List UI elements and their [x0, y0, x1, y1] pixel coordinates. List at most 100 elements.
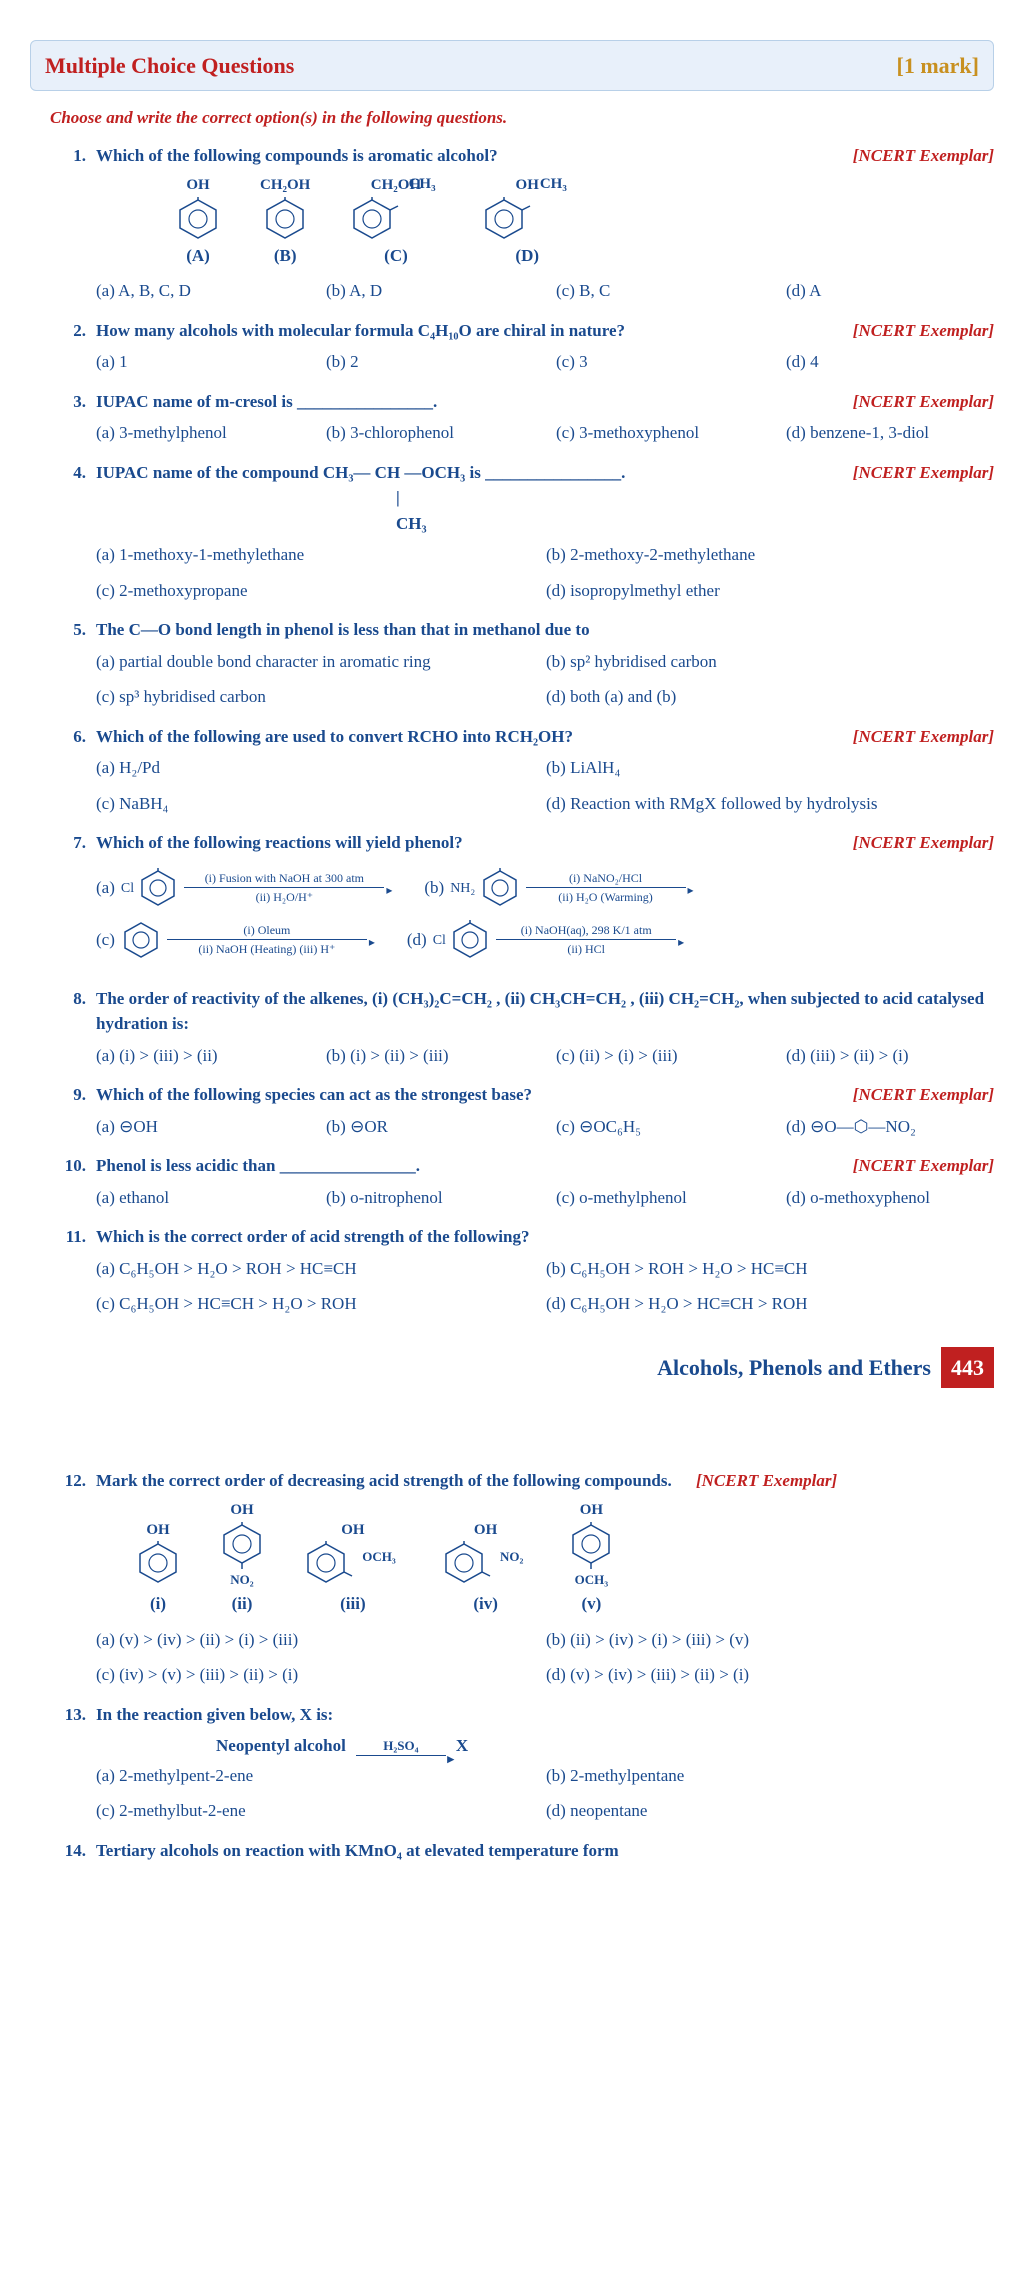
question-stem: Tertiary alcohols on reaction with KMnO₄…	[96, 1838, 994, 1864]
question-6: 6. [NCERT Exemplar] Which of the followi…	[30, 724, 994, 817]
option-d: (d) 4	[786, 349, 986, 375]
option-d: (d) C₆H₅OH > H₂O > HC≡CH > ROH	[546, 1291, 966, 1317]
question-number: 9.	[50, 1082, 86, 1139]
section-title: Multiple Choice Questions	[45, 49, 294, 82]
question-number: 3.	[50, 389, 86, 446]
option-c: (c) sp³ hybridised carbon	[96, 684, 516, 710]
option-b: (b) (i) > (ii) > (iii)	[326, 1043, 526, 1069]
structure-iv: OH NO₂ (iv)	[442, 1519, 530, 1617]
reaction-b: (b) NH₂ (i) NaNO₂/HCl ▸ (ii) H₂O (Warmin…	[424, 868, 685, 908]
question-number: 4.	[50, 460, 86, 604]
question-number: 11.	[50, 1224, 86, 1317]
option-a: (a) (i) > (iii) > (ii)	[96, 1043, 296, 1069]
option-d: (d) (iii) > (ii) > (i)	[786, 1043, 986, 1069]
option-b: (b) 3-chlorophenol	[326, 420, 526, 446]
question-7: 7. [NCERT Exemplar] Which of the followi…	[30, 830, 994, 972]
question-stem: Which of the following compounds is arom…	[96, 146, 498, 165]
option-d: (d) Reaction with RMgX followed by hydro…	[546, 791, 966, 817]
option-c: (c) (iv) > (v) > (iii) > (ii) > (i)	[96, 1662, 516, 1688]
structure-B: CH₂OH (B)	[260, 174, 310, 268]
option-a: (a) partial double bond character in aro…	[96, 649, 516, 675]
option-b: (b) A, D	[326, 278, 526, 304]
structure-D: OH CH₃ (D)	[482, 174, 573, 268]
option-b: (b) LiAlH₄	[546, 755, 966, 781]
instruction: Choose and write the correct option(s) i…	[30, 105, 994, 131]
structure-iii: OH OCH₃ (iii)	[304, 1519, 402, 1617]
structure-A: OH (A)	[176, 174, 220, 268]
option-d: (d) benzene-1, 3-diol	[786, 420, 986, 446]
question-1: 1. [NCERT Exemplar] Which of the followi…	[30, 143, 994, 304]
option-d: (d) neopentane	[546, 1798, 966, 1824]
reaction-a: (a) Cl (i) Fusion with NaOH at 300 atm ▸…	[96, 868, 384, 908]
question-number: 1.	[50, 143, 86, 304]
question-stem: Which of the following species can act a…	[96, 1085, 532, 1104]
question-stem: In the reaction given below, X is:	[96, 1702, 994, 1728]
option-b: (b) (ii) > (iv) > (i) > (iii) > (v)	[546, 1627, 966, 1653]
exemplar-tag: [NCERT Exemplar]	[853, 1153, 994, 1179]
option-d: (d) ⊖O—⬡—NO₂	[786, 1114, 986, 1140]
option-c: (c) (ii) > (i) > (iii)	[556, 1043, 756, 1069]
option-c: (c) 2-methoxypropane	[96, 578, 516, 604]
section-header: Multiple Choice Questions [1 mark]	[30, 40, 994, 91]
option-b: (b) ⊖OR	[326, 1114, 526, 1140]
option-d: (d) o-methoxyphenol	[786, 1185, 986, 1211]
option-b: (b) 2-methoxy-2-methylethane	[546, 542, 966, 568]
question-stem: IUPAC name of the compound CH₃— CH —OCH₃…	[96, 463, 625, 482]
option-c: (c) NaBH₄	[96, 791, 516, 817]
option-b: (b) 2-methylpentane	[546, 1763, 966, 1789]
question-number: 5.	[50, 617, 86, 710]
question-stem: Which of the following are used to conve…	[96, 727, 573, 746]
option-c: (c) o-methylphenol	[556, 1185, 756, 1211]
question-5: 5. The C—O bond length in phenol is less…	[30, 617, 994, 710]
option-c: (c) B, C	[556, 278, 756, 304]
question-stem: How many alcohols with molecular formula…	[96, 321, 625, 340]
question-number: 13.	[50, 1702, 86, 1824]
option-a: (a) ⊖OH	[96, 1114, 296, 1140]
option-b: (b) 2	[326, 349, 526, 375]
question-13: 13. In the reaction given below, X is: N…	[30, 1702, 994, 1824]
option-c: (c) C₆H₅OH > HC≡CH > H₂O > ROH	[96, 1291, 516, 1317]
exemplar-tag: [NCERT Exemplar]	[853, 460, 994, 486]
option-b: (b) sp² hybridised carbon	[546, 649, 966, 675]
question-stem: The C—O bond length in phenol is less th…	[96, 617, 994, 643]
question-stem: The order of reactivity of the alkenes, …	[96, 986, 994, 1037]
exemplar-tag: [NCERT Exemplar]	[853, 724, 994, 750]
question-stem: Which is the correct order of acid stren…	[96, 1224, 994, 1250]
question-number: 14.	[50, 1838, 86, 1870]
option-a: (a) 1	[96, 349, 296, 375]
option-a: (a) A, B, C, D	[96, 278, 296, 304]
question-4: 4. [NCERT Exemplar] IUPAC name of the co…	[30, 460, 994, 604]
option-a: (a) C₆H₅OH > H₂O > ROH > HC≡CH	[96, 1256, 516, 1282]
option-c: (c) 3-methoxyphenol	[556, 420, 756, 446]
option-a: (a) ethanol	[96, 1185, 296, 1211]
footer-title: Alcohols, Phenols and Ethers	[657, 1351, 931, 1384]
page-footer: Alcohols, Phenols and Ethers 443	[30, 1347, 994, 1388]
question-12: 12. Mark the correct order of decreasing…	[30, 1468, 994, 1688]
exemplar-tag: [NCERT Exemplar]	[853, 389, 994, 415]
option-a: (a) H₂/Pd	[96, 755, 516, 781]
question-11: 11. Which is the correct order of acid s…	[30, 1224, 994, 1317]
question-number: 6.	[50, 724, 86, 817]
question-stem: IUPAC name of m-cresol is ______________…	[96, 392, 437, 411]
structure-ii: OH NO₂ (ii)	[220, 1499, 264, 1617]
structure-v: OH OCH₃ (v)	[569, 1499, 613, 1617]
exemplar-tag: [NCERT Exemplar]	[696, 1471, 837, 1490]
question-2: 2. [NCERT Exemplar] How many alcohols wi…	[30, 318, 994, 375]
question-9: 9. [NCERT Exemplar] Which of the followi…	[30, 1082, 994, 1139]
section-mark: [1 mark]	[897, 49, 979, 82]
reaction-c: (c) (i) Oleum ▸ (ii) NaOH (Heating) (iii…	[96, 920, 367, 960]
option-a: (a) 1-methoxy-1-methylethane	[96, 542, 516, 568]
option-a: (a) 3-methylphenol	[96, 420, 296, 446]
option-a: (a) (v) > (iv) > (ii) > (i) > (iii)	[96, 1627, 516, 1653]
option-d: (d) A	[786, 278, 986, 304]
option-c: (c) 2-methylbut-2-ene	[96, 1798, 516, 1824]
question-10: 10. [NCERT Exemplar] Phenol is less acid…	[30, 1153, 994, 1210]
question-number: 2.	[50, 318, 86, 375]
exemplar-tag: [NCERT Exemplar]	[853, 143, 994, 169]
option-c: (c) ⊖OC₆H₅	[556, 1114, 756, 1140]
exemplar-tag: [NCERT Exemplar]	[853, 1082, 994, 1108]
question-8: 8. The order of reactivity of the alkene…	[30, 986, 994, 1069]
question-number: 12.	[50, 1468, 86, 1688]
question-3: 3. [NCERT Exemplar] IUPAC name of m-cres…	[30, 389, 994, 446]
question-number: 7.	[50, 830, 86, 972]
